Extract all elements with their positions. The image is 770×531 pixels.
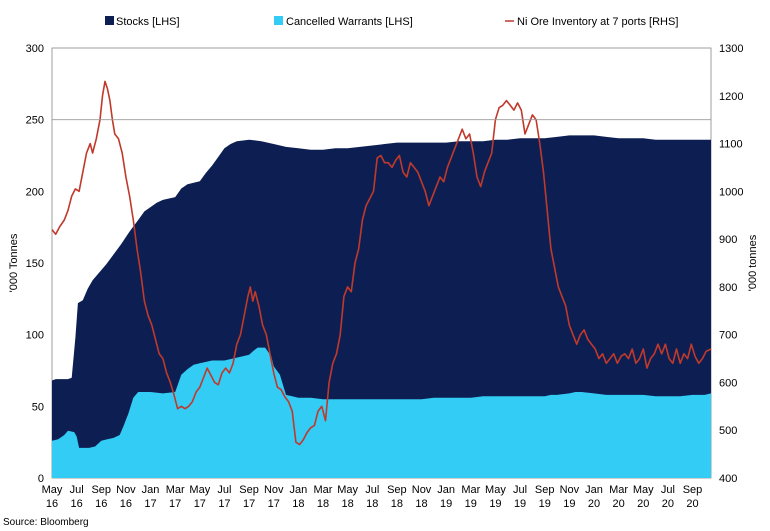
left-tick-label: 300: [26, 43, 44, 55]
right-tick-label: 1200: [719, 91, 743, 103]
left-tick-label: 0: [38, 473, 44, 485]
legend-label-cancelled-warrants: Cancelled Warrants [LHS]: [286, 16, 413, 28]
x-tick-label-month: Sep: [683, 484, 703, 496]
x-tick-label-month: Jul: [217, 484, 231, 496]
legend: Stocks [LHS] Cancelled Warrants [LHS] Ni…: [105, 16, 678, 28]
left-tick-label: 250: [26, 115, 44, 127]
right-axis-label: '000 tonnes: [747, 234, 759, 291]
left-tick-label: 200: [26, 186, 44, 198]
x-tick-label-year: 18: [415, 498, 427, 510]
x-tick-label-month: Mar: [461, 484, 480, 496]
x-tick-label-month: Nov: [116, 484, 136, 496]
x-tick-label-year: 18: [292, 498, 304, 510]
x-tick-label-year: 19: [440, 498, 452, 510]
right-tick-label: 400: [719, 473, 737, 485]
x-tick-label-month: May: [189, 484, 210, 496]
right-tick-label: 900: [719, 234, 737, 246]
right-tick-label: 1300: [719, 43, 743, 55]
x-tick-label-month: Jan: [437, 484, 455, 496]
x-tick-label-month: Nov: [560, 484, 580, 496]
left-tick-label: 100: [26, 330, 44, 342]
x-tick-label-month: Jul: [70, 484, 84, 496]
x-tick-label-year: 17: [243, 498, 255, 510]
x-tick-label-year: 18: [391, 498, 403, 510]
x-tick-label-year: 19: [489, 498, 501, 510]
legend-swatch-stocks: [105, 16, 114, 25]
x-tick-label-month: May: [485, 484, 506, 496]
x-tick-label-year: 20: [637, 498, 649, 510]
x-tick-label-year: 17: [194, 498, 206, 510]
x-tick-label-month: Jul: [365, 484, 379, 496]
right-tick-label: 600: [719, 377, 737, 389]
x-tick-label-year: 16: [46, 498, 58, 510]
x-tick-label-month: Nov: [264, 484, 284, 496]
x-tick-label-month: Sep: [239, 484, 259, 496]
series-layer: [51, 80, 712, 478]
plot-area: [51, 47, 712, 479]
x-tick-label-month: May: [337, 484, 358, 496]
x-tick-label-year: 18: [342, 498, 354, 510]
x-axis-ticks: May 16 Jul 16 Sep 16 Nov 16 Jan 17 Mar 17 May 17 Jul 17…: [42, 484, 703, 510]
x-tick-label-month: Jul: [513, 484, 527, 496]
x-tick-label-year: 16: [71, 498, 83, 510]
x-tick-label-year: 19: [539, 498, 551, 510]
x-tick-label-year: 20: [662, 498, 674, 510]
x-tick-label-month: Sep: [91, 484, 111, 496]
x-tick-label-year: 18: [366, 498, 378, 510]
legend-label-stocks: Stocks [LHS]: [116, 16, 180, 28]
x-tick-label-year: 16: [120, 498, 132, 510]
x-tick-label-month: May: [42, 484, 63, 496]
x-tick-label-year: 20: [588, 498, 600, 510]
left-tick-label: 150: [26, 258, 44, 270]
x-tick-label-year: 20: [686, 498, 698, 510]
x-tick-label-month: Nov: [412, 484, 432, 496]
x-tick-label-month: May: [633, 484, 654, 496]
right-tick-label: 500: [719, 425, 737, 437]
x-tick-label-month: Mar: [166, 484, 185, 496]
x-tick-label-month: Jan: [289, 484, 307, 496]
x-tick-label-year: 20: [612, 498, 624, 510]
source-note: Source: Bloomberg: [3, 517, 89, 528]
x-tick-label-year: 19: [514, 498, 526, 510]
x-tick-label-year: 16: [95, 498, 107, 510]
x-tick-label-month: Sep: [387, 484, 407, 496]
x-tick-label-month: Sep: [535, 484, 555, 496]
x-tick-label-year: 17: [218, 498, 230, 510]
x-tick-label-month: Jan: [142, 484, 160, 496]
x-tick-label-year: 19: [563, 498, 575, 510]
legend-swatch-cancelled-warrants: [274, 16, 283, 25]
x-tick-label-year: 19: [465, 498, 477, 510]
x-tick-label-month: Mar: [609, 484, 628, 496]
left-axis-ticks: 0 50 100 150 200 250 300: [26, 43, 44, 485]
x-tick-label-year: 17: [268, 498, 280, 510]
x-tick-label-month: Mar: [314, 484, 333, 496]
right-tick-label: 800: [719, 282, 737, 294]
x-tick-label-month: Jan: [585, 484, 603, 496]
right-tick-label: 1000: [719, 186, 743, 198]
x-tick-label-year: 17: [169, 498, 181, 510]
right-tick-label: 1100: [719, 139, 743, 151]
x-tick-label-year: 18: [317, 498, 329, 510]
right-axis-ticks: 400 500 600 700 800 900 1000 1100 1200 1300: [719, 43, 743, 485]
series-cancelled-warrants-area: [52, 347, 711, 478]
x-tick-label-year: 17: [144, 498, 156, 510]
x-tick-label-month: Jul: [661, 484, 675, 496]
right-tick-label: 700: [719, 330, 737, 342]
left-axis-label: '000 Tonnes: [8, 233, 20, 292]
series-ni-ore-line: [51, 80, 712, 446]
left-tick-label: 50: [32, 401, 44, 413]
legend-label-ni-ore: Ni Ore Inventory at 7 ports [RHS]: [517, 16, 678, 28]
